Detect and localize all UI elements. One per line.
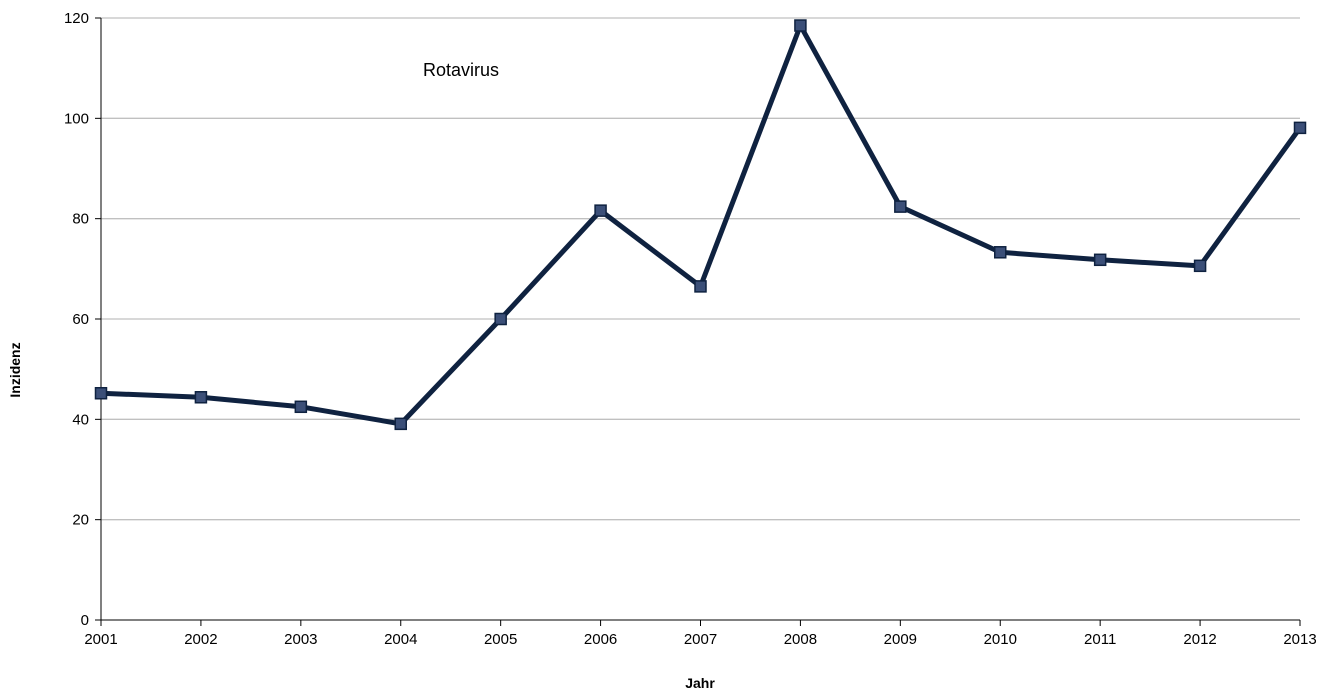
data-point-2009	[894, 200, 907, 213]
y-tick-label-100: 100	[64, 110, 89, 127]
x-tick-label-2005: 2005	[484, 631, 517, 648]
data-point-2002	[194, 391, 208, 404]
data-point-2011	[1093, 253, 1107, 267]
x-tick-label-2013: 2013	[1283, 631, 1316, 648]
x-tick-label-2012: 2012	[1183, 631, 1216, 648]
x-tick-label-2007: 2007	[684, 631, 717, 648]
x-tick-label-2009: 2009	[884, 631, 917, 648]
x-tick-label-2003: 2003	[284, 631, 317, 648]
data-point-2006	[594, 204, 607, 217]
series-line-path	[100, 23, 1303, 427]
y-tick-label-120: 120	[64, 10, 89, 27]
axes	[95, 17, 1301, 626]
data-point-2001	[94, 386, 108, 400]
series-annotation: Rotavirus	[423, 60, 499, 80]
series-line	[100, 23, 1303, 427]
data-markers	[94, 19, 1307, 431]
data-point-2013	[1293, 121, 1307, 135]
x-tick-label-2006: 2006	[584, 631, 617, 648]
data-point-2005	[494, 312, 507, 326]
y-tick-label-60: 60	[72, 311, 89, 328]
y-tick-label-20: 20	[72, 512, 89, 529]
data-point-2008	[794, 19, 807, 32]
data-point-2004	[394, 417, 407, 431]
x-tick-label-2010: 2010	[984, 631, 1017, 648]
y-tick-labels: 0 20 40 60 80 100 120	[64, 10, 89, 629]
data-point-2012	[1193, 259, 1207, 273]
x-tick-labels: 2001 2002 2003 2004 2005 2006 2007 2008 2009 2010…	[84, 631, 1316, 648]
x-tick-label-2002: 2002	[184, 631, 217, 648]
x-tick-label-2004: 2004	[384, 631, 417, 648]
x-tick-label-2008: 2008	[784, 631, 817, 648]
y-tick-label-0: 0	[81, 612, 89, 629]
x-tick-label-2001: 2001	[84, 631, 117, 648]
y-tick-label-80: 80	[72, 211, 89, 228]
y-tick-label-40: 40	[72, 411, 89, 428]
y-axis-title: Inzidenz	[7, 342, 23, 397]
data-point-2007	[694, 280, 707, 293]
data-point-2003	[294, 400, 308, 414]
x-tick-label-2011: 2011	[1084, 631, 1116, 648]
x-axis-title: Jahr	[685, 675, 715, 691]
data-point-2010	[994, 246, 1007, 259]
gridlines	[101, 17, 1300, 521]
